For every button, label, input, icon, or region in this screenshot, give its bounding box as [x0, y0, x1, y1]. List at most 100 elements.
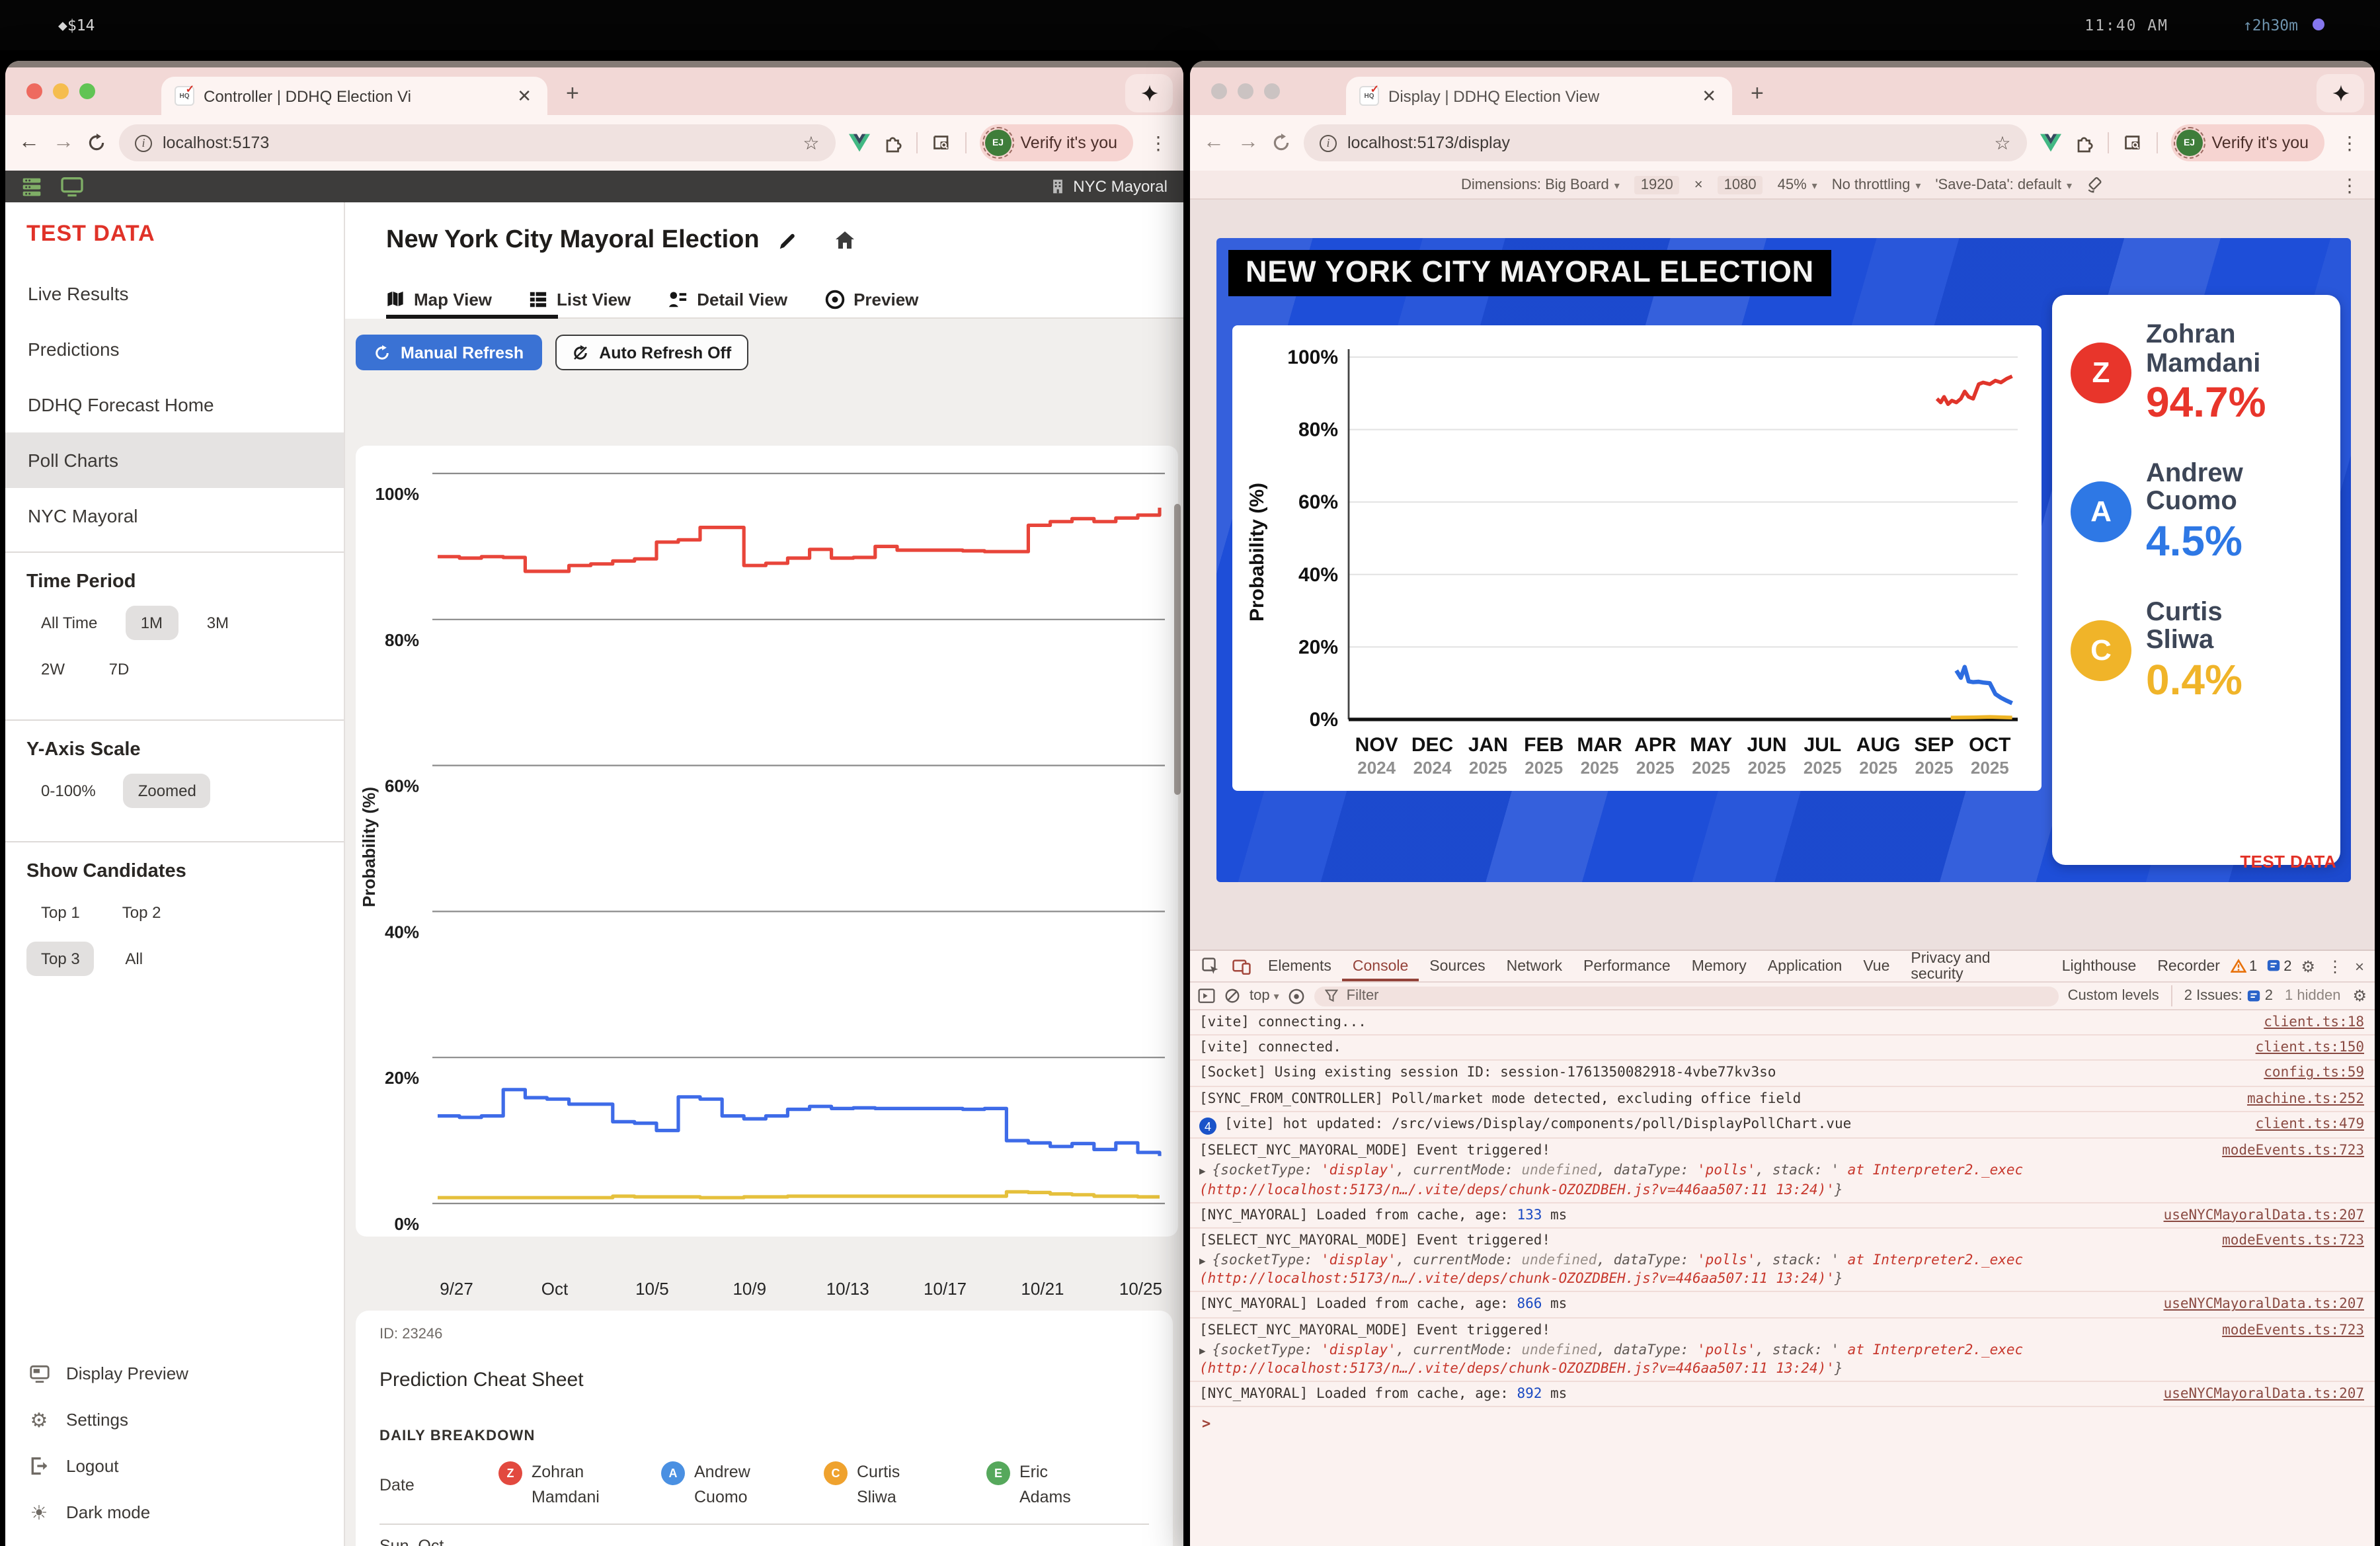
devtools-tab-privacy-and-security[interactable]: Privacy and security	[1911, 950, 1991, 982]
devtools-tab-vue[interactable]: Vue	[1863, 958, 1890, 974]
console-filter-input[interactable]: Filter	[1314, 986, 2059, 1006]
inspect-element-icon[interactable]	[1195, 957, 1226, 975]
browser-menu-icon[interactable]: ⋮	[2340, 132, 2359, 153]
devtools-tab-console[interactable]: Console	[1342, 951, 1419, 981]
object-preview[interactable]: ▶ {socketType: 'display', currentMode: un…	[1199, 1342, 2024, 1377]
sidebar-item-ddhq-forecast-home[interactable]: DDHQ Forecast Home	[28, 394, 214, 415]
display-icon[interactable]	[61, 177, 83, 196]
scrollbar-thumb[interactable]	[1174, 504, 1181, 795]
console-prompt[interactable]: >	[1202, 1415, 1211, 1433]
option-all-time[interactable]: All Time	[41, 614, 98, 632]
log-levels-select[interactable]: Custom levels	[2067, 988, 2159, 1004]
sidebar-item-predictions[interactable]: Predictions	[28, 339, 120, 360]
tab-preview[interactable]: Preview	[824, 280, 918, 317]
url-text[interactable]: localhost:5173/display	[1347, 134, 1510, 152]
viewport-height-field[interactable]: 1080	[1717, 175, 1763, 194]
inspect-devices-icon[interactable]	[2122, 133, 2143, 153]
zoom-window-button[interactable]	[1264, 83, 1280, 99]
option-2w[interactable]: 2W	[41, 660, 65, 678]
server-icon[interactable]	[21, 177, 42, 196]
viewport-width-field[interactable]: 1920	[1634, 175, 1680, 194]
address-bar[interactable]: i localhost:5173 ☆	[119, 124, 836, 161]
source-link[interactable]: client.ts:150	[2255, 1039, 2364, 1056]
devtools-tab-elements[interactable]: Elements	[1268, 958, 1331, 974]
inspect-devices-icon[interactable]	[931, 133, 952, 153]
devtools-close-icon[interactable]: ×	[2354, 957, 2364, 975]
browser-sparkle-icon[interactable]	[1125, 74, 1173, 112]
source-link[interactable]: client.ts:18	[2264, 1014, 2364, 1030]
source-link[interactable]: useNYCMayoralData.ts:207	[2163, 1296, 2364, 1313]
new-tab-button[interactable]: +	[1751, 81, 1764, 106]
source-link[interactable]: useNYCMayoralData.ts:207	[2163, 1386, 2364, 1403]
devtools-tab-memory[interactable]: Memory	[1691, 958, 1747, 974]
browser-tab[interactable]: HQ Controller | DDHQ Election Vi ✕	[161, 77, 547, 115]
new-tab-button[interactable]: +	[566, 81, 579, 106]
site-info-icon[interactable]: i	[135, 134, 152, 151]
site-info-icon[interactable]: i	[1320, 134, 1337, 151]
option-7d[interactable]: 7D	[108, 660, 130, 678]
vue-devtools-icon[interactable]	[2040, 134, 2061, 152]
option-3m[interactable]: 3M	[206, 614, 229, 632]
zoom-select[interactable]: 45%	[1778, 177, 1817, 192]
rotate-viewport-icon[interactable]	[2086, 176, 2104, 193]
address-bar[interactable]: i localhost:5173/display ☆	[1304, 124, 2027, 161]
source-link[interactable]: useNYCMayoralData.ts:207	[2163, 1207, 2364, 1223]
sidebar-footer-display-preview[interactable]: Display Preview	[5, 1350, 344, 1397]
devtools-tab-network[interactable]: Network	[1506, 958, 1563, 974]
sidebar-item-poll-charts[interactable]: Poll Charts	[5, 432, 344, 488]
extensions-icon[interactable]	[2075, 133, 2094, 153]
verify-profile-button[interactable]: EJ Verify it's you	[979, 124, 1133, 161]
warning-counter[interactable]: 1	[2230, 958, 2257, 974]
object-preview[interactable]: ▶ {socketType: 'display', currentMode: un…	[1199, 1252, 2024, 1287]
browser-sparkle-icon[interactable]	[2317, 74, 2364, 112]
vue-devtools-icon[interactable]	[848, 134, 870, 152]
browser-menu-icon[interactable]: ⋮	[1149, 132, 1168, 153]
manual-refresh-button[interactable]: Manual Refresh	[356, 335, 543, 370]
browser-tab[interactable]: HQ Display | DDHQ Election View ✕	[1346, 77, 1732, 115]
tab-detail-view[interactable]: Detail View	[668, 280, 787, 317]
tab-list-view[interactable]: List View	[529, 280, 631, 317]
minimize-window-button[interactable]	[53, 83, 69, 99]
throttling-select[interactable]: No throttling	[1832, 177, 1921, 192]
verify-profile-button[interactable]: EJ Verify it's you	[2170, 124, 2324, 161]
sidebar-footer-settings[interactable]: ⚙ Settings	[5, 1397, 344, 1443]
console-sidebar-icon[interactable]	[1198, 988, 1215, 1004]
device-select[interactable]: Dimensions: Big Board	[1461, 177, 1620, 192]
tab-close-icon[interactable]: ✕	[517, 85, 532, 105]
extensions-icon[interactable]	[883, 133, 903, 153]
source-link[interactable]: modeEvents.ts:723	[2222, 1322, 2364, 1338]
home-icon[interactable]	[835, 230, 856, 251]
object-preview[interactable]: ▶ {socketType: 'display', currentMode: un…	[1199, 1162, 2024, 1198]
forward-button[interactable]: →	[1238, 131, 1259, 153]
source-link[interactable]: client.ts:479	[2255, 1116, 2364, 1132]
devtools-tab-lighthouse[interactable]: Lighthouse	[2061, 958, 2137, 974]
stock-ticker-widget[interactable]: ◆$14	[58, 16, 95, 34]
zoom-window-button[interactable]	[79, 83, 95, 99]
toggle-device-toolbar-icon[interactable]	[1226, 958, 1257, 974]
bookmark-star-icon[interactable]: ☆	[803, 132, 820, 153]
devtools-tab-recorder[interactable]: Recorder	[2157, 958, 2220, 974]
option-0-100%[interactable]: 0-100%	[41, 782, 96, 800]
option-top-1[interactable]: Top 1	[41, 903, 80, 922]
option-top-3[interactable]: Top 3	[26, 942, 95, 976]
url-text[interactable]: localhost:5173	[163, 134, 270, 152]
issues-counter[interactable]: 2	[2266, 958, 2291, 974]
context-select[interactable]: top ▾	[1250, 988, 1279, 1004]
option-top-2[interactable]: Top 2	[122, 903, 161, 922]
minimize-window-button[interactable]	[1238, 83, 1253, 99]
back-button[interactable]: ←	[1203, 131, 1224, 153]
hidden-messages-label[interactable]: 1 hidden	[2285, 988, 2341, 1004]
source-link[interactable]: config.ts:59	[2264, 1065, 2364, 1081]
option-all[interactable]: All	[125, 950, 143, 968]
devtools-tab-sources[interactable]: Sources	[1429, 958, 1486, 974]
forward-button[interactable]: →	[53, 131, 74, 153]
eye-icon[interactable]	[1289, 987, 1306, 1004]
devtools-tab-application[interactable]: Application	[1767, 958, 1843, 974]
tab-close-icon[interactable]: ✕	[1702, 85, 1716, 105]
auto-refresh-toggle[interactable]: Auto Refresh Off	[555, 335, 749, 370]
option-zoomed[interactable]: Zoomed	[123, 774, 211, 808]
reload-button[interactable]	[1272, 134, 1290, 152]
source-link[interactable]: modeEvents.ts:723	[2222, 1143, 2364, 1159]
console-settings-icon[interactable]: ⚙	[2352, 987, 2367, 1005]
close-window-button[interactable]	[26, 83, 42, 99]
